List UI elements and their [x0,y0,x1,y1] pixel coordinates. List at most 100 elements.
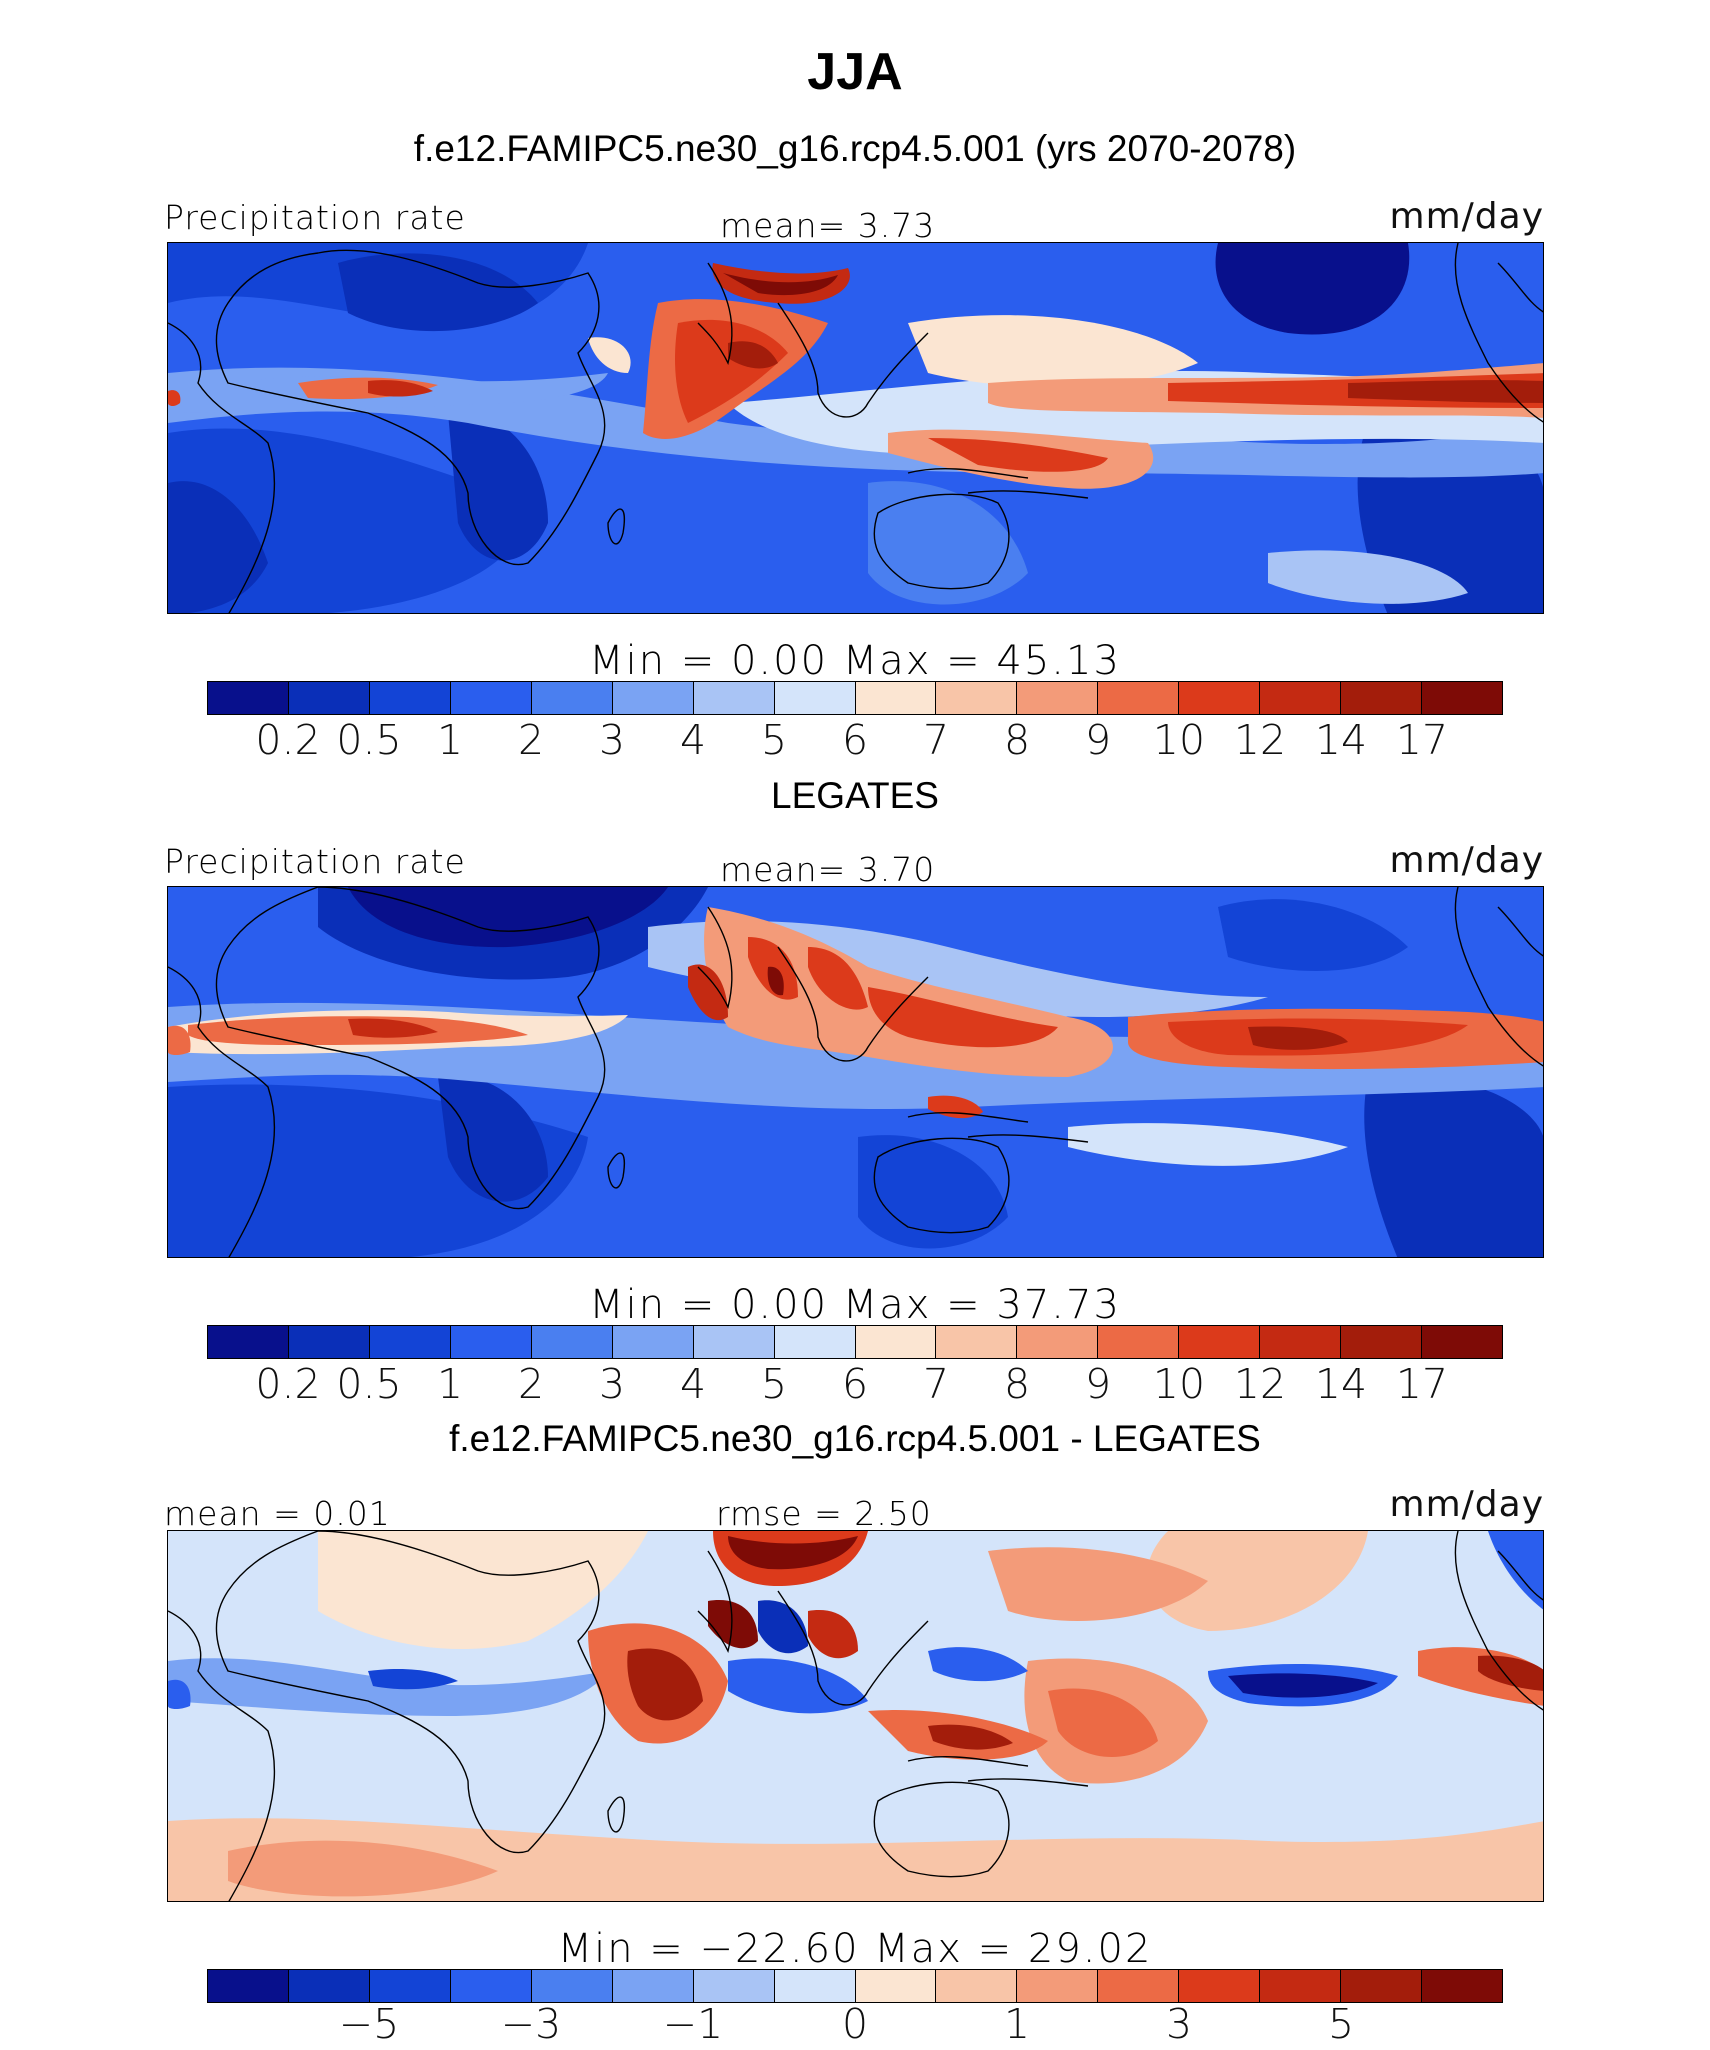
panel-3-mean-label: mean = 0.01 [164,1494,391,1533]
panel-2-units-label: mm/day [1389,840,1544,881]
panel-3-map-canvas [168,1531,1543,1901]
colorbar-cell [1341,1970,1423,2002]
panel-1-mean-label: mean= 3.73 [720,206,936,245]
colorbar-tick: 0.5 [336,716,402,764]
colorbar-cell [531,1326,613,1358]
colorbar-cell [693,1326,775,1358]
colorbar-tick: 7 [922,1360,950,1408]
colorbar-cell [369,1970,451,2002]
colorbar-tick: 0.2 [255,1360,321,1408]
colorbar-cell [855,682,937,714]
panel-1-units-label: mm/day [1389,196,1544,237]
colorbar-cell [855,1970,937,2002]
colorbar-cell [1422,1326,1502,1358]
colorbar-tick: 6 [841,716,869,764]
colorbar-cell [693,682,775,714]
colorbar-cell [612,1326,694,1358]
panel-1-colorbar [207,681,1503,715]
colorbar-cell [1179,1326,1261,1358]
colorbar-tick: 17 [1395,1360,1449,1408]
colorbar-cell [1017,682,1099,714]
colorbar-cell [208,1326,289,1358]
colorbar-cell [1098,1326,1180,1358]
colorbar-cell [936,682,1018,714]
colorbar-tick: 10 [1152,1360,1206,1408]
colorbar-cell [1260,682,1342,714]
colorbar-tick: 10 [1152,716,1206,764]
colorbar-tick: 9 [1084,716,1112,764]
colorbar-cell [288,1970,370,2002]
colorbar-tick: −1 [662,2000,724,2048]
colorbar-tick: 14 [1314,1360,1368,1408]
colorbar-cell [369,1326,451,1358]
colorbar-cell [1422,1970,1502,2002]
colorbar-tick: 1 [436,716,464,764]
colorbar-cell [450,1970,532,2002]
colorbar-tick: 12 [1233,1360,1287,1408]
panel-1-map-canvas [168,243,1543,613]
colorbar-cell [693,1970,775,2002]
panel-3-units-label: mm/day [1389,1484,1544,1525]
colorbar-cell [531,1970,613,2002]
colorbar-cell [1260,1970,1342,2002]
colorbar-tick: 5 [760,1360,788,1408]
colorbar-tick: −3 [500,2000,562,2048]
panel-2-minmax: Min = 0.00 Max = 37.73 [589,1282,1121,1328]
colorbar-cell [774,1970,856,2002]
colorbar-cell [612,1970,694,2002]
colorbar-tick: 8 [1003,716,1031,764]
colorbar-tick: 5 [760,716,788,764]
colorbar-cell [288,682,370,714]
colorbar-cell [450,1326,532,1358]
panel-2-colorbar [207,1325,1503,1359]
colorbar-tick: 14 [1314,716,1368,764]
panel-2-variable-label: Precipitation rate [164,842,466,881]
colorbar-cell [936,1970,1018,2002]
panel-3-map [167,1530,1544,1902]
colorbar-tick: 4 [679,1360,707,1408]
panel-1-minmax: Min = 0.00 Max = 45.13 [589,638,1121,684]
colorbar-tick: 8 [1003,1360,1031,1408]
colorbar-tick: 0 [841,2000,869,2048]
colorbar-cell [208,1970,289,2002]
panel-2-map [167,886,1544,1258]
panel-1-variable-label: Precipitation rate [164,198,466,237]
panel-2-colorbar-ticks: 0.2 0.5 1 2 3 4 5 6 7 8 9 10 12 14 17 [207,1360,1503,1410]
colorbar-tick: 0.5 [336,1360,402,1408]
colorbar-cell [1179,682,1261,714]
colorbar-tick: 5 [1327,2000,1355,2048]
colorbar-tick: 9 [1084,1360,1112,1408]
colorbar-tick: 12 [1233,716,1287,764]
panel-3-colorbar-ticks: −5 −3 −1 0 1 3 5 [207,2000,1503,2050]
colorbar-cell [1341,1326,1423,1358]
panel-3-heading: f.e12.FAMIPC5.ne30_g16.rcp4.5.001 - LEGA… [449,1418,1261,1459]
colorbar-tick: 1 [1003,2000,1031,2048]
panel-1-map [167,242,1544,614]
colorbar-cell [1341,682,1423,714]
colorbar-cell [531,682,613,714]
colorbar-cell [1098,682,1180,714]
colorbar-tick: 3 [598,1360,626,1408]
panel-1-heading: f.e12.FAMIPC5.ne30_g16.rcp4.5.001 (yrs 2… [413,128,1297,169]
panel-3-minmax: Min = −22.60 Max = 29.02 [557,1926,1153,1972]
colorbar-cell [1179,1970,1261,2002]
colorbar-cell [612,682,694,714]
colorbar-cell [774,1326,856,1358]
colorbar-tick: 7 [922,716,950,764]
colorbar-tick: 3 [1165,2000,1193,2048]
colorbar-cell [1422,682,1502,714]
colorbar-cell [774,682,856,714]
panel-2-mean-label: mean= 3.70 [720,850,936,889]
colorbar-tick: 3 [598,716,626,764]
panel-2-map-canvas [168,887,1543,1257]
panel-1-colorbar-ticks: 0.2 0.5 1 2 3 4 5 6 7 8 9 10 12 14 17 [207,716,1503,766]
colorbar-tick: 4 [679,716,707,764]
colorbar-cell [208,682,289,714]
colorbar-tick: 6 [841,1360,869,1408]
panel-3-colorbar [207,1969,1503,2003]
colorbar-cell [936,1326,1018,1358]
colorbar-cell [1098,1970,1180,2002]
colorbar-cell [450,682,532,714]
colorbar-cell [288,1326,370,1358]
panel-2-heading: LEGATES [771,775,939,816]
